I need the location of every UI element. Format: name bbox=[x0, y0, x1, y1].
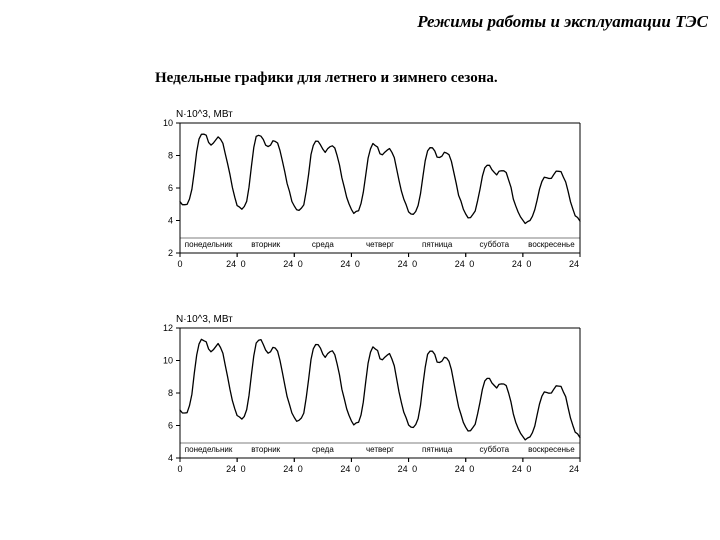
chart-subtitle: Недельные графики для летнего и зимнего … bbox=[155, 70, 498, 87]
svg-text:0: 0 bbox=[298, 259, 303, 269]
svg-text:суббота: суббота bbox=[480, 240, 510, 249]
svg-text:24: 24 bbox=[512, 464, 522, 474]
svg-text:понедельник: понедельник bbox=[185, 445, 233, 454]
svg-text:10: 10 bbox=[163, 118, 173, 128]
svg-text:понедельник: понедельник bbox=[185, 240, 233, 249]
svg-text:среда: среда bbox=[312, 445, 334, 454]
svg-text:24: 24 bbox=[226, 464, 236, 474]
chart-summer: 246810N·10^3, МВт024024024024024024024по… bbox=[150, 105, 590, 275]
svg-text:24: 24 bbox=[283, 464, 293, 474]
svg-text:0: 0 bbox=[412, 259, 417, 269]
svg-text:6: 6 bbox=[168, 183, 173, 193]
page-title: Режимы работы и эксплуатации ТЭС bbox=[417, 12, 708, 32]
svg-text:четверг: четверг bbox=[366, 240, 394, 249]
svg-text:0: 0 bbox=[355, 259, 360, 269]
svg-text:пятница: пятница bbox=[422, 240, 453, 249]
svg-text:0: 0 bbox=[177, 259, 182, 269]
svg-text:24: 24 bbox=[569, 464, 579, 474]
svg-text:среда: среда bbox=[312, 240, 334, 249]
svg-text:4: 4 bbox=[168, 453, 173, 463]
svg-text:0: 0 bbox=[241, 259, 246, 269]
svg-text:0: 0 bbox=[469, 464, 474, 474]
svg-text:0: 0 bbox=[298, 464, 303, 474]
svg-text:0: 0 bbox=[526, 464, 531, 474]
svg-text:12: 12 bbox=[163, 323, 173, 333]
svg-text:24: 24 bbox=[398, 464, 408, 474]
svg-text:пятница: пятница bbox=[422, 445, 453, 454]
svg-text:0: 0 bbox=[355, 464, 360, 474]
svg-text:четверг: четверг bbox=[366, 445, 394, 454]
svg-text:0: 0 bbox=[526, 259, 531, 269]
svg-text:24: 24 bbox=[340, 259, 350, 269]
svg-text:4: 4 bbox=[168, 216, 173, 226]
svg-text:24: 24 bbox=[455, 259, 465, 269]
svg-text:24: 24 bbox=[283, 259, 293, 269]
svg-text:0: 0 bbox=[469, 259, 474, 269]
svg-text:0: 0 bbox=[241, 464, 246, 474]
svg-text:24: 24 bbox=[226, 259, 236, 269]
svg-text:N·10^3, МВт: N·10^3, МВт bbox=[176, 109, 233, 120]
svg-text:8: 8 bbox=[168, 151, 173, 161]
svg-text:воскресенье: воскресенье bbox=[528, 240, 575, 249]
svg-text:24: 24 bbox=[569, 259, 579, 269]
svg-text:воскресенье: воскресенье bbox=[528, 445, 575, 454]
svg-text:24: 24 bbox=[512, 259, 522, 269]
svg-text:суббота: суббота bbox=[480, 445, 510, 454]
svg-text:6: 6 bbox=[168, 421, 173, 431]
svg-text:вторник: вторник bbox=[251, 445, 280, 454]
svg-text:8: 8 bbox=[168, 388, 173, 398]
svg-text:24: 24 bbox=[455, 464, 465, 474]
svg-text:2: 2 bbox=[168, 248, 173, 258]
svg-text:24: 24 bbox=[340, 464, 350, 474]
svg-text:N·10^3, МВт: N·10^3, МВт bbox=[176, 314, 233, 325]
svg-text:10: 10 bbox=[163, 356, 173, 366]
svg-text:0: 0 bbox=[177, 464, 182, 474]
svg-text:вторник: вторник bbox=[251, 240, 280, 249]
svg-text:24: 24 bbox=[398, 259, 408, 269]
chart-winter: 4 6 8 10 12N·10^3, МВт 0 24 0 24 0 24 0 24 0 24 0 24 0 24 п… bbox=[150, 310, 590, 480]
svg-text:0: 0 bbox=[412, 464, 417, 474]
